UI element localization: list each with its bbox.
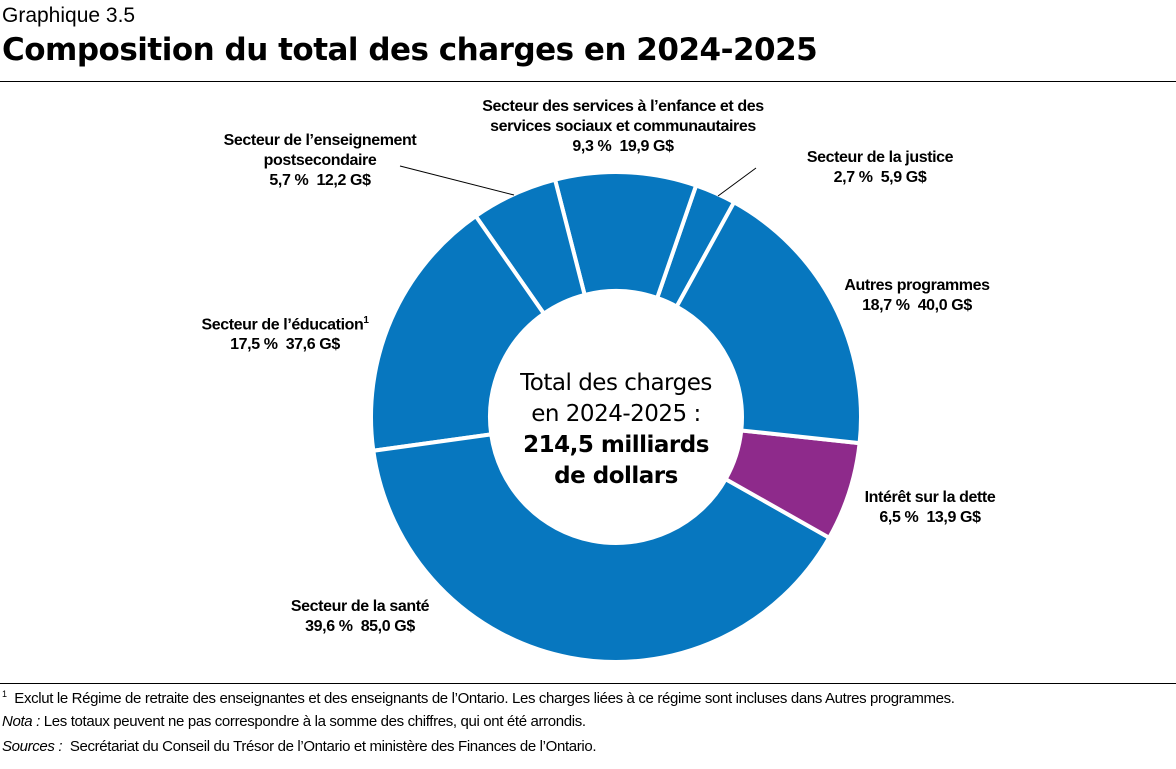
footnote-1: 1 Exclut le Régime de retraite des ensei… <box>2 689 955 707</box>
label-values: 39,6 % 85,0 G$ <box>291 617 429 637</box>
donut-slice-3 <box>369 213 547 454</box>
label-percent: 9,3 % <box>572 138 612 155</box>
label-autres-programmes: Autres programmes 18,7 % 40,0 G$ <box>844 276 990 316</box>
label-values: 9,3 % 19,9 G$ <box>482 137 763 157</box>
label-name: Intérêt sur la dette <box>864 489 996 506</box>
label-percent: 17,5 % <box>230 336 278 354</box>
label-name: Secteur de l’éducation <box>201 316 364 334</box>
center-total: 214,5 milliards <box>523 432 709 458</box>
label-name-line1: Secteur des services à l’enfance et des <box>482 98 764 115</box>
label-enfance-services-sociaux: Secteur des services à l’enfance et des … <box>482 97 764 157</box>
leader-line-justice <box>717 167 757 197</box>
center-unit: de dollars <box>554 463 678 489</box>
footnote-marker: 1 <box>363 315 369 326</box>
sources-label: Sources : <box>2 738 63 755</box>
center-line-2: en 2024-2025 : <box>531 401 701 427</box>
label-education: Secteur de l’éducation1 17,5 % 37,6 G$ <box>201 311 369 355</box>
chart-kicker: Graphique 3.5 <box>2 4 136 27</box>
label-name-line2: services sociaux et communautaires <box>490 118 756 135</box>
label-value: 85,0 G$ <box>360 618 416 635</box>
label-value: 40,0 G$ <box>917 297 973 314</box>
label-percent: 2,7 % <box>833 169 873 186</box>
label-postsecondaire: Secteur de l’enseignement postsecondaire… <box>224 131 417 191</box>
label-name: Secteur de la santé <box>290 598 430 615</box>
label-values: 6,5 % 13,9 G$ <box>865 508 996 528</box>
footnote-nota: Nota : Les totaux peuvent ne pas corresp… <box>2 713 586 730</box>
label-percent: 18,7 % <box>862 297 910 314</box>
donut-slice-0 <box>673 199 863 446</box>
label-sante: Secteur de la santé 39,6 % 85,0 G$ <box>290 597 430 637</box>
bottom-divider <box>0 683 1176 684</box>
top-divider <box>0 81 1176 82</box>
label-percent: 5,7 % <box>269 172 309 189</box>
footnote-marker: 1 <box>2 689 7 699</box>
donut-slice-2 <box>371 432 832 664</box>
footnote-1-text: Exclut le Régime de retraite des enseign… <box>14 690 955 707</box>
center-line-1: Total des charges <box>520 370 712 396</box>
label-value: 13,9 G$ <box>926 509 981 526</box>
footnote-sources: Sources : Secrétariat du Conseil du Trés… <box>2 738 597 755</box>
label-name: Autres programmes <box>844 277 990 294</box>
label-justice: Secteur de la justice 2,7 % 5,9 G$ <box>806 148 954 188</box>
label-percent: 6,5 % <box>879 509 919 526</box>
label-values: 5,7 % 12,2 G$ <box>224 171 417 191</box>
label-value: 12,2 G$ <box>316 172 371 189</box>
leader-line-postsecondary <box>399 165 515 196</box>
label-name-line1: Secteur de l’enseignement <box>223 132 417 149</box>
label-name: Secteur de la justice <box>806 149 954 166</box>
label-value: 5,9 G$ <box>880 169 927 186</box>
nota-text: Les totaux peuvent ne pas correspondre à… <box>43 713 586 730</box>
donut-center-label: Total des charges en 2024-2025 : 214,5 m… <box>520 368 712 492</box>
nota-label: Nota : <box>2 713 40 730</box>
donut-slice-4 <box>472 177 588 317</box>
label-name-line2: postsecondaire <box>263 152 377 169</box>
label-values: 18,7 % 40,0 G$ <box>844 296 989 316</box>
label-percent: 39,6 % <box>305 618 353 635</box>
chart-title: Composition du total des charges en 2024… <box>2 32 818 68</box>
label-value: 37,6 G$ <box>285 336 341 354</box>
label-value: 19,9 G$ <box>619 138 674 155</box>
label-values: 2,7 % 5,9 G$ <box>807 168 953 188</box>
donut-slice-5 <box>552 170 699 301</box>
donut-slice-1 <box>722 428 862 541</box>
label-values: 17,5 % 37,6 G$ <box>201 335 368 355</box>
label-interet-dette: Intérêt sur la dette 6,5 % 13,9 G$ <box>865 488 996 528</box>
sources-text: Secrétariat du Conseil du Trésor de l’On… <box>69 738 597 755</box>
